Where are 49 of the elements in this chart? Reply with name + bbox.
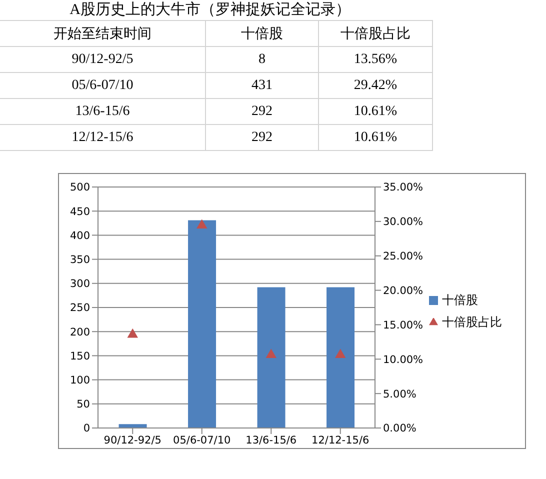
text: 8 [206,46,318,72]
text: 十倍股 [206,20,318,46]
x-tick-label: 05/6-07/10 [173,434,231,446]
y-tick-label: 200 [70,326,90,338]
bar [257,287,286,428]
text: 开始至结束时间 [0,20,206,46]
text: 13.56% [318,46,432,72]
y-tick-label: 300 [70,278,90,290]
legend-label: 十倍股 [442,293,478,307]
text: A股历史上的大牛市（罗神捉妖记全记录） [68,0,352,20]
text: 13/6-15/6 [0,98,206,124]
y-tick-label: 400 [70,230,90,242]
y2-tick-label: 25.00% [383,250,424,263]
text: 十倍股占比 [318,20,432,46]
text: 10.61% [318,98,432,124]
point [266,348,276,358]
text: 292 [206,98,318,124]
text: 90/12-92/5 [0,46,206,72]
y2-tick-label: 20.00% [383,285,424,298]
y2-tick-label: 5.00% [383,388,416,400]
y-tick-label: 100 [70,374,90,387]
text: 10.61% [318,124,432,150]
bar [118,424,147,428]
text: 05/6-07/10 [0,72,206,98]
y2-tick-label: 35.00% [383,182,424,194]
y2-tick-label: 30.00% [383,216,424,228]
point [335,348,346,358]
text: 29.42% [318,72,432,98]
bar [326,287,355,428]
y2-tick-label: 15.00% [383,319,424,332]
y-tick-label: 350 [70,254,90,266]
text: 431 [206,72,318,98]
legend-label: 十倍股占比 [442,315,502,329]
y2-tick-label: 0.00% [383,422,416,435]
bar [188,220,216,428]
x-tick-label: 90/12-92/5 [104,434,162,446]
point [127,328,138,338]
y-tick-label: 50 [76,398,90,411]
y-tick-label: 150 [70,350,90,362]
point [196,219,208,229]
y-tick-label: 0 [83,422,90,435]
y-tick-label: 500 [70,182,90,194]
y2-tick-label: 10.00% [383,354,424,366]
y-tick-label: 450 [70,206,90,218]
x-tick-label: 13/6-15/6 [246,434,297,446]
x-tick-label: 12/12-15/6 [312,434,370,446]
y-tick-label: 250 [70,302,90,314]
text: 292 [206,124,318,150]
text: 12/12-15/6 [0,124,206,150]
